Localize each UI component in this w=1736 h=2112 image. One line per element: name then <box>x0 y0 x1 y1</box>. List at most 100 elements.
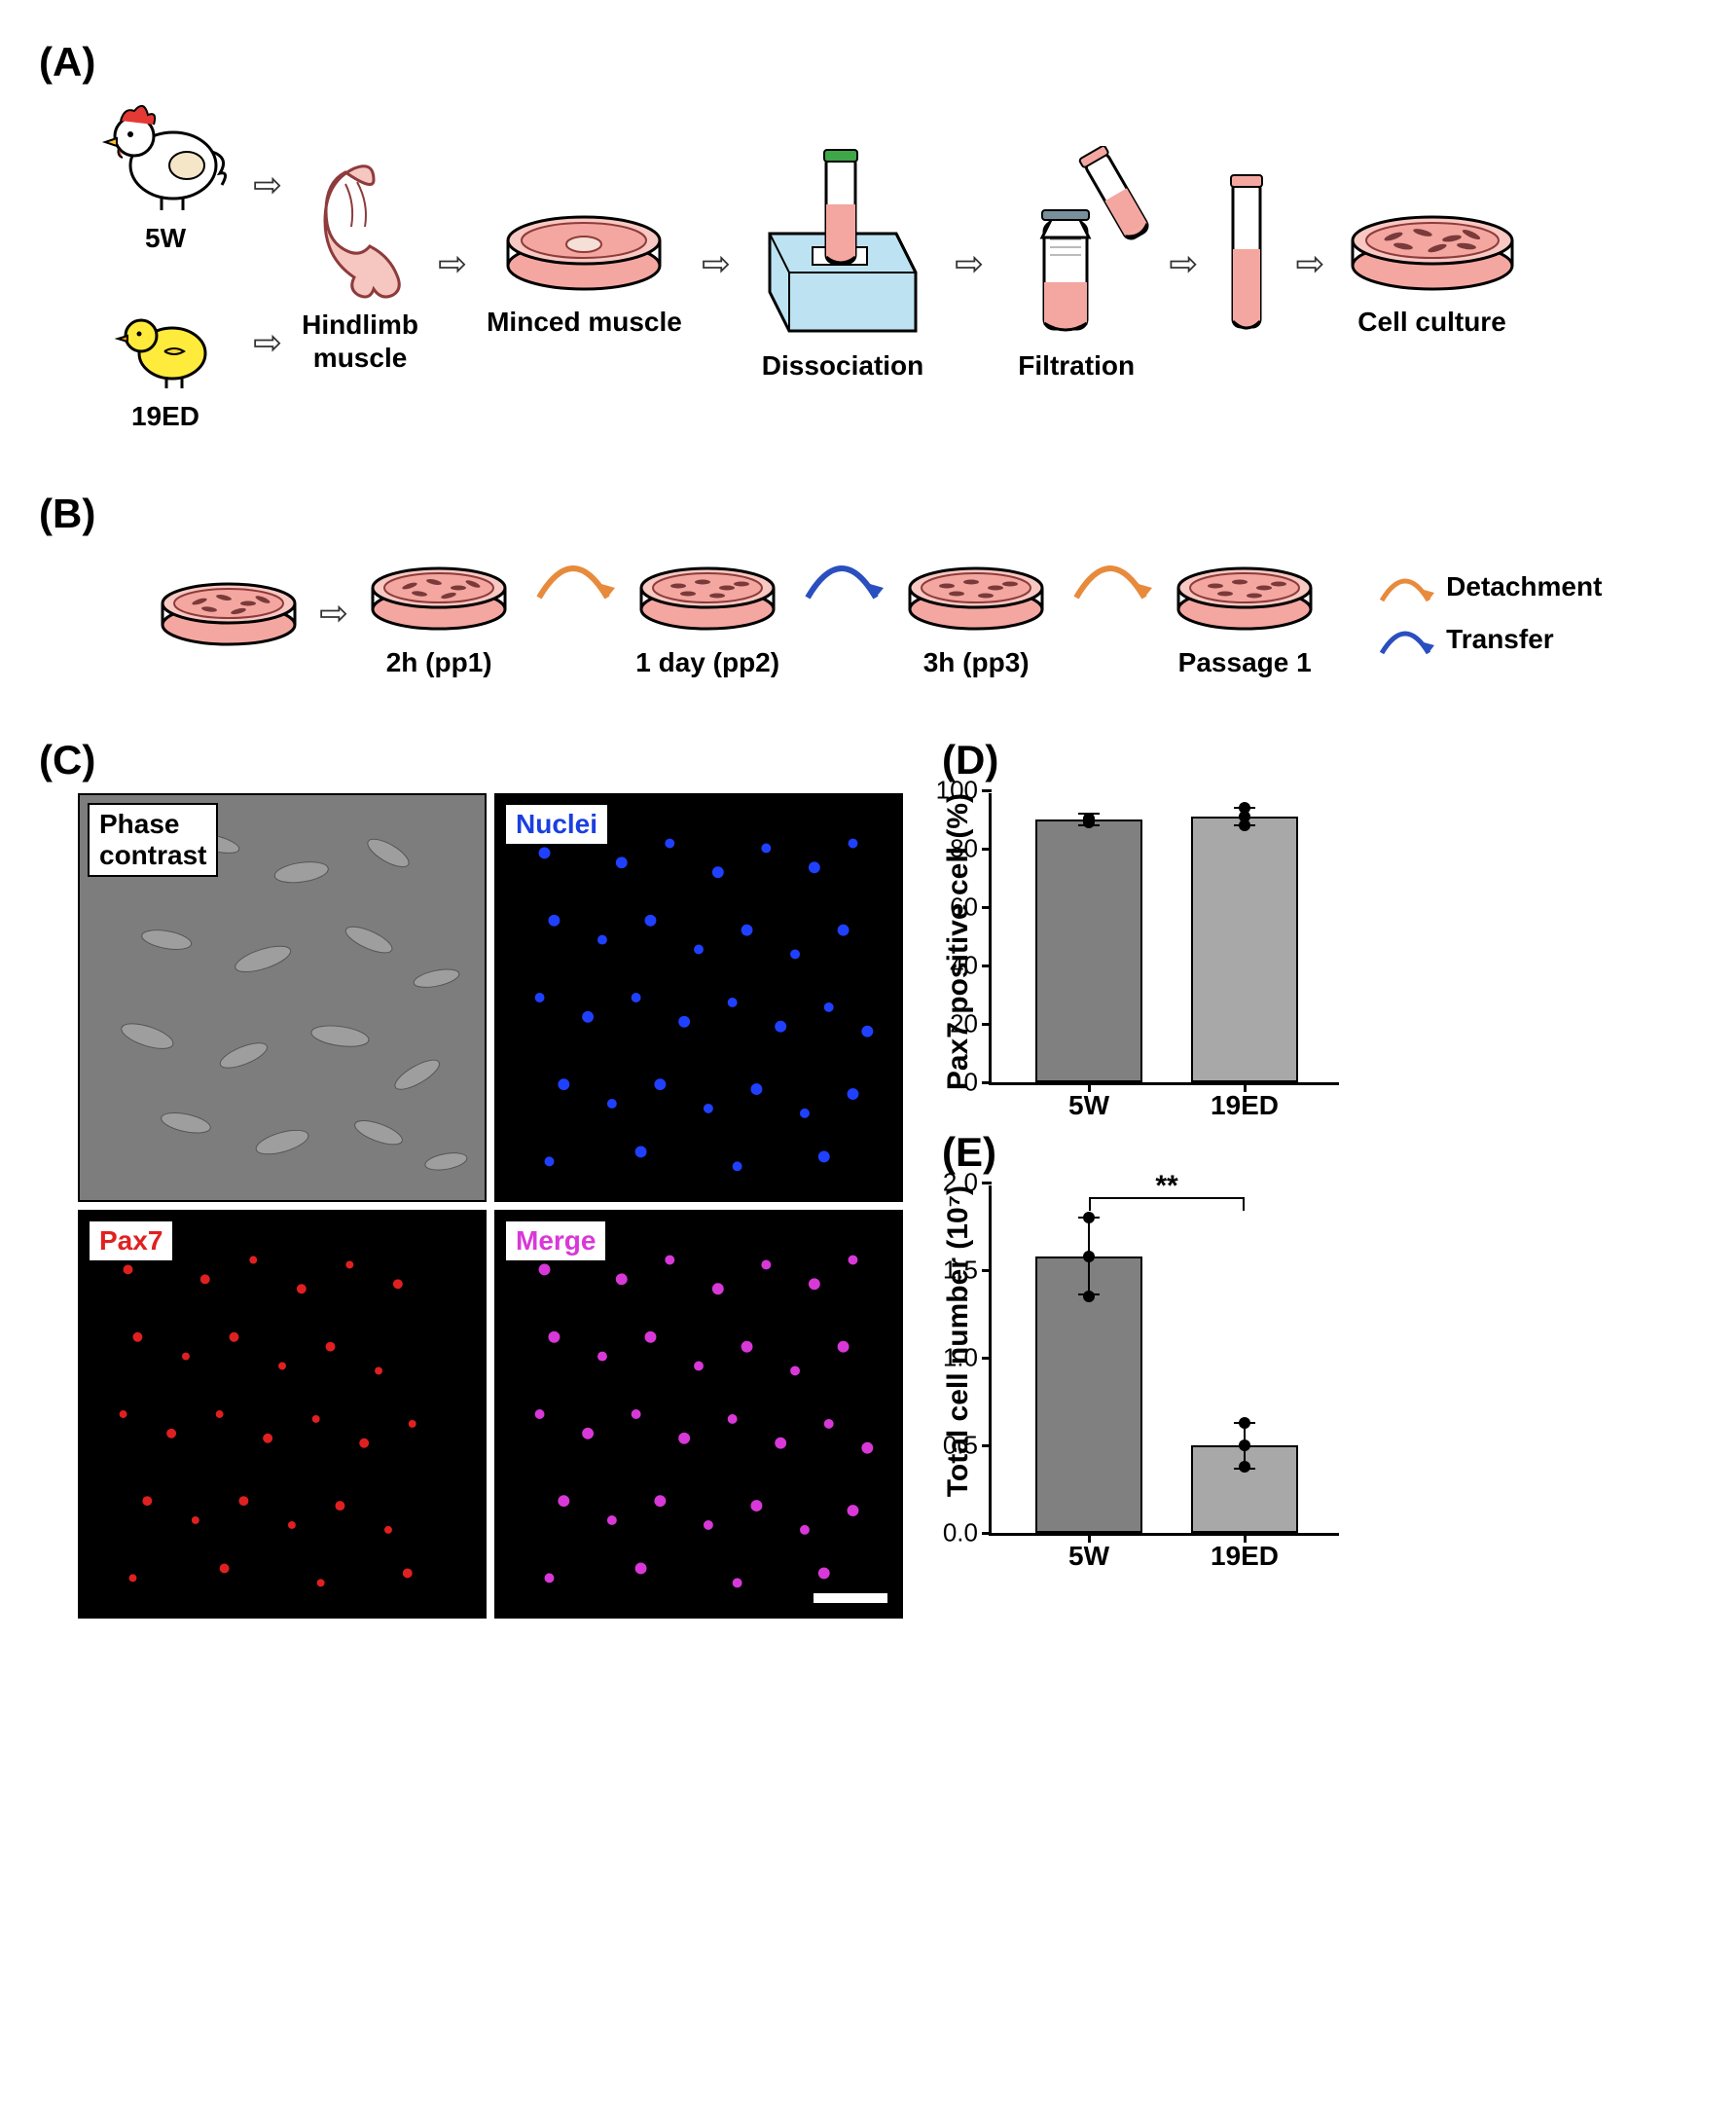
chart-d-wrap: Pax7 positive cell (%) 0204060801005W19E… <box>942 793 1339 1090</box>
ytick-label: 60 <box>950 892 978 923</box>
dish-sequence: ⇨ <box>156 547 1318 678</box>
dish-icon <box>366 547 512 635</box>
panel-b: (B) <box>39 491 1697 678</box>
significance-label: ** <box>1155 1170 1177 1203</box>
micro-pax7-label: Pax7 <box>88 1220 174 1262</box>
panel-a-label: (A) <box>39 39 1697 86</box>
micro-nuclei: Nuclei <box>494 793 903 1202</box>
step-tube <box>1217 171 1276 356</box>
step-filtration-label: Filtration <box>1018 350 1135 382</box>
panel-e: (E) Total cell number (10⁷) 0.00.51.01.5… <box>942 1129 1339 1536</box>
chart-e-wrap: Total cell number (10⁷) 0.00.51.01.52.05… <box>942 1185 1339 1536</box>
ytick-label: 20 <box>950 1009 978 1039</box>
scalebar-icon <box>814 1593 887 1603</box>
panel-b-label: (B) <box>39 491 1697 537</box>
chart-d: 0204060801005W19ED <box>989 793 1339 1085</box>
ytick-label: 100 <box>936 776 978 806</box>
dish-minced-icon <box>501 190 667 297</box>
transfer-arrow-icon <box>798 549 886 607</box>
panel-b-legend: Detachment Transfer <box>1376 567 1602 659</box>
chart-e: 0.00.51.01.52.05W19ED** <box>989 1185 1339 1536</box>
merge-icon <box>496 1212 901 1617</box>
arrow-icon: ⇨ <box>955 243 984 284</box>
ytick-label: 40 <box>950 951 978 981</box>
data-point <box>1239 1417 1250 1429</box>
micro-merge: Merge <box>494 1210 903 1619</box>
panel-a: (A) 5W <box>39 39 1697 432</box>
xtick-label: 5W <box>1068 1090 1109 1121</box>
hindlimb-icon <box>307 153 414 299</box>
right-column: (D) Pax7 positive cell (%) 0204060801005… <box>942 737 1339 1619</box>
micro-merge-label: Merge <box>504 1220 607 1262</box>
panel-c-label: (C) <box>39 737 903 783</box>
panel-d: (D) Pax7 positive cell (%) 0204060801005… <box>942 737 1339 1090</box>
step-minced-label: Minced muscle <box>487 307 682 338</box>
step-dissociation-label: Dissociation <box>762 350 923 382</box>
lower-row: (C) <box>39 737 1697 1619</box>
source-19ed-label: 19ED <box>112 401 219 432</box>
ytick-label: 0.5 <box>943 1431 978 1461</box>
source-5w-label: 5W <box>97 223 234 254</box>
step-minced: Minced muscle <box>487 190 682 338</box>
data-point <box>1083 1212 1095 1223</box>
culture-dish-icon <box>1345 190 1520 297</box>
panel-e-label: (E) <box>942 1129 1339 1176</box>
ytick-label: 1.5 <box>943 1256 978 1286</box>
filtration-icon <box>1003 146 1149 341</box>
detach-arrow-icon <box>529 549 617 607</box>
bar <box>1191 817 1298 1082</box>
arrow-icon: ⇨ <box>438 243 467 284</box>
data-point <box>1239 1439 1250 1451</box>
dish-2-label: 1 day (pp2) <box>634 647 780 678</box>
arrow-icon: ⇨ ⇨ <box>253 164 282 363</box>
ytick-label: 0 <box>964 1068 978 1098</box>
micro-nuclei-label: Nuclei <box>504 803 609 846</box>
dish-icon <box>1172 547 1318 635</box>
panel-b-content: ⇨ <box>39 547 1697 678</box>
step-filtration: Filtration <box>1003 146 1149 382</box>
chicken-icon <box>97 95 234 212</box>
data-point <box>1239 1461 1250 1473</box>
xtick-label: 19ED <box>1211 1090 1279 1121</box>
dish-0 <box>156 563 302 663</box>
chick-icon <box>112 303 219 390</box>
dish-3: 3h (pp3) <box>903 547 1049 678</box>
source-column: 5W 19ED <box>97 95 234 432</box>
arrow-icon: ⇨ <box>702 243 731 284</box>
arrow-icon: ⇨ <box>319 593 348 634</box>
pax7-icon <box>80 1212 485 1617</box>
data-point <box>1083 1251 1095 1262</box>
source-19ed: 19ED <box>112 303 219 432</box>
dish-icon <box>903 547 1049 635</box>
panel-d-label: (D) <box>942 737 1339 783</box>
dish-icon <box>634 547 780 635</box>
data-point <box>1083 1291 1095 1302</box>
transfer-arrow-icon <box>1376 620 1434 659</box>
legend-transfer-label: Transfer <box>1446 624 1554 655</box>
arrow-icon: ⇨ <box>1169 243 1198 284</box>
bar <box>1035 819 1142 1082</box>
step-dissociation: Dissociation <box>750 146 935 382</box>
micro-pax7: Pax7 <box>78 1210 487 1619</box>
data-point <box>1239 802 1250 814</box>
dish-4: Passage 1 <box>1172 547 1318 678</box>
ytick-label: 1.0 <box>943 1343 978 1373</box>
arrow-icon: ⇨ <box>1295 243 1324 284</box>
data-point <box>1083 813 1095 824</box>
ytick-label: 80 <box>950 834 978 864</box>
step-hindlimb: Hindlimbmuscle <box>302 153 418 374</box>
legend-transfer: Transfer <box>1376 620 1602 659</box>
figure: (A) 5W <box>39 39 1697 1619</box>
step-cellculture: Cell culture <box>1345 190 1520 338</box>
dish-1: 2h (pp1) <box>366 547 512 678</box>
detach-arrow-icon <box>1376 567 1434 606</box>
ytick-label: 2.0 <box>943 1168 978 1198</box>
dish-1-label: 2h (pp1) <box>366 647 512 678</box>
panel-c: (C) <box>39 737 903 1619</box>
micrograph-grid: Phasecontrast <box>78 793 903 1619</box>
xtick-label: 5W <box>1068 1541 1109 1572</box>
nuclei-icon <box>496 795 901 1200</box>
dish-icon <box>156 563 302 650</box>
tube-icon <box>1217 171 1276 346</box>
plot-area: 0204060801005W19ED <box>989 793 1339 1085</box>
